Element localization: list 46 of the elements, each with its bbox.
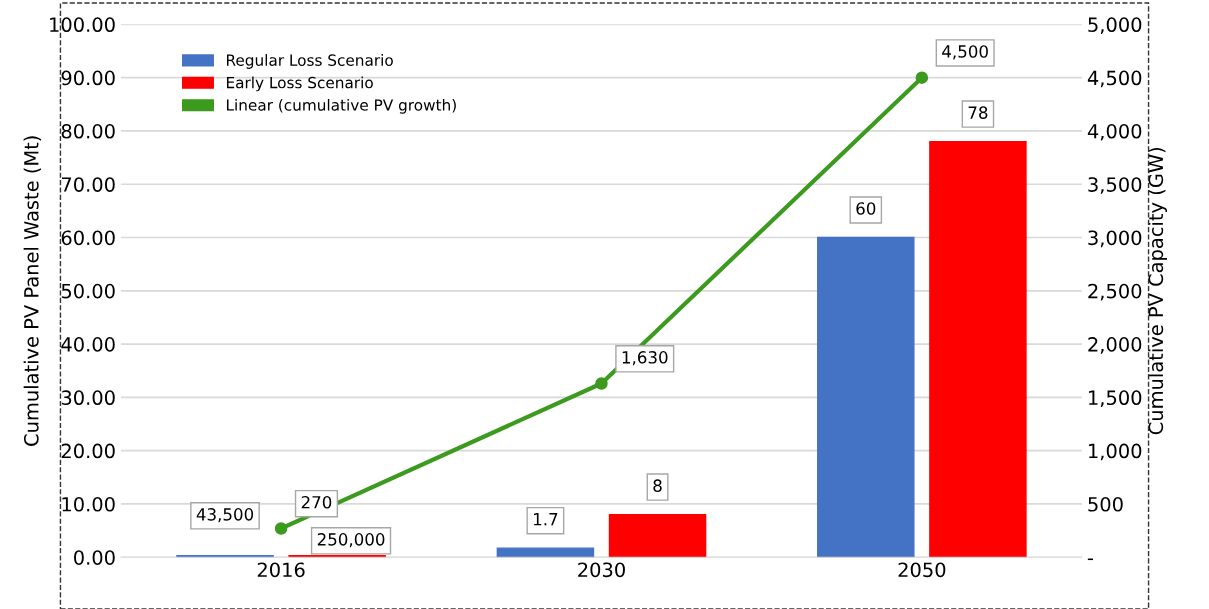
data-label: 4,500 bbox=[942, 45, 988, 60]
legend-label: Regular Loss Scenario bbox=[226, 54, 393, 69]
y2-tick-label: 2,500 bbox=[1088, 283, 1142, 301]
x-tick-label: 2030 bbox=[578, 562, 625, 578]
y-tick-label: 20.00 bbox=[61, 443, 115, 459]
annotation: 43,500 bbox=[196, 508, 254, 523]
y-axis-title: Cumulative PV Panel Waste (Mt) bbox=[23, 136, 41, 446]
y2-tick-label: - bbox=[1087, 558, 1093, 561]
y2-tick-label: 1,000 bbox=[1089, 443, 1142, 461]
x-tick-label: 2016 bbox=[257, 562, 305, 578]
point bbox=[274, 522, 288, 535]
y-tick-label: 50.00 bbox=[61, 283, 115, 299]
bar bbox=[496, 547, 595, 558]
data-label: 8 bbox=[653, 479, 662, 492]
y2-tick-label: 3,000 bbox=[1088, 230, 1142, 248]
y2-tick-label: 500 bbox=[1088, 496, 1123, 512]
data-label: 1,630 bbox=[622, 351, 668, 366]
data-label: 60 bbox=[856, 202, 876, 215]
y-tick-label: 40.00 bbox=[61, 337, 115, 352]
y-tick-label: 70.00 bbox=[61, 177, 115, 192]
data-label: 78 bbox=[968, 106, 988, 119]
y2-tick-label: 4,000 bbox=[1087, 123, 1142, 141]
y2-axis-title: Cumulative PV Capacity (GW) bbox=[1148, 147, 1167, 435]
y-tick-label: 10.00 bbox=[62, 496, 115, 512]
y-tick-label: 30.00 bbox=[61, 390, 115, 406]
y-tick-label: 60.00 bbox=[61, 230, 115, 246]
y-tick-label: 90.00 bbox=[61, 70, 115, 86]
data-label: 270 bbox=[301, 495, 332, 509]
legend-label: Linear (cumulative PV growth) bbox=[226, 98, 456, 114]
data-label: 1.7 bbox=[533, 513, 558, 526]
bar bbox=[817, 236, 915, 558]
y-tick-label: 0.00 bbox=[74, 550, 115, 565]
x-tick-label: 2050 bbox=[898, 562, 946, 578]
y2-tick-label: 5,000 bbox=[1088, 17, 1142, 35]
bar bbox=[929, 140, 1027, 558]
y2-tick-label: 2,000 bbox=[1088, 337, 1142, 354]
legend-label: Early Loss Scenario bbox=[226, 76, 373, 92]
y2-tick-label: 4,500 bbox=[1087, 70, 1142, 88]
y-tick-label: 80.00 bbox=[61, 123, 115, 139]
y2-tick-label: 1,500 bbox=[1089, 390, 1142, 408]
bar bbox=[608, 513, 707, 558]
annotation: 250,000 bbox=[317, 533, 385, 548]
y-tick-label: 100.00 bbox=[50, 17, 115, 33]
point bbox=[595, 377, 608, 390]
point bbox=[915, 71, 929, 84]
y2-tick-label: 3,500 bbox=[1088, 177, 1142, 194]
